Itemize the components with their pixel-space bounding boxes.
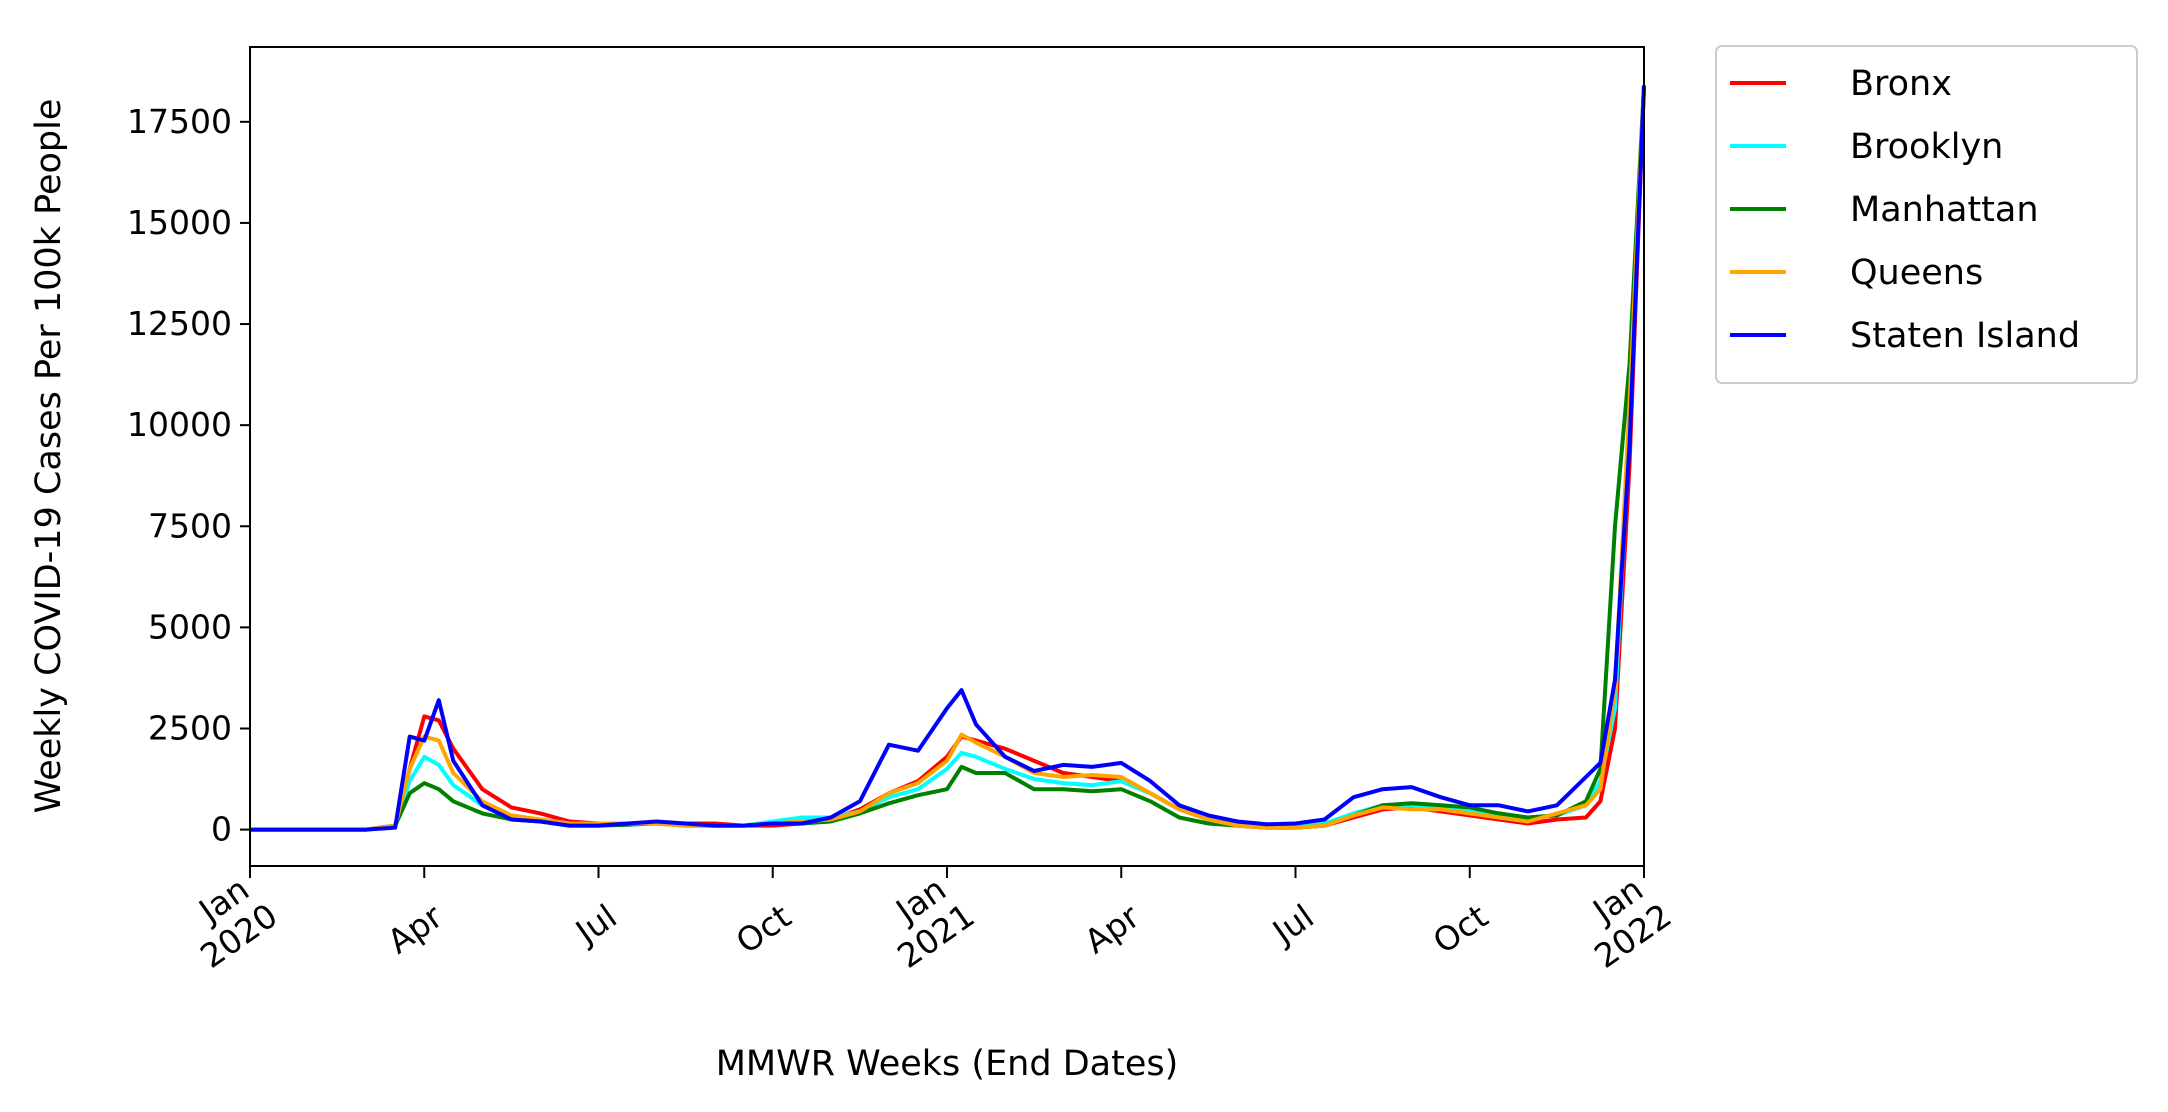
legend-box: [1715, 45, 2138, 384]
x-tick-label: Apr: [1077, 896, 1146, 961]
series-line: [250, 85, 1646, 832]
x-tick-label: Jan2020: [171, 865, 284, 976]
plot-frame: [249, 46, 1645, 867]
legend-label: Bronx: [1850, 64, 1952, 104]
x-tick-label: Jan2021: [868, 865, 981, 976]
y-tick-label: 15000: [127, 203, 232, 242]
x-tick-label: Apr: [380, 896, 449, 961]
x-tick-label: Oct: [1426, 897, 1495, 962]
legend-label: Queens: [1850, 253, 1983, 293]
y-tick-label: 17500: [127, 102, 232, 141]
y-tick-label: 2500: [148, 708, 232, 747]
legend-label: Manhattan: [1850, 190, 2039, 230]
x-tick-label: Oct: [729, 897, 798, 962]
y-tick-label: 12500: [127, 304, 232, 343]
series-line: [250, 85, 1646, 832]
x-tick-label: Jul: [1264, 897, 1321, 953]
legend-label: Brooklyn: [1850, 127, 2003, 167]
x-axis-label: MMWR Weeks (End Dates): [716, 1044, 1179, 1084]
series-line: [250, 85, 1646, 832]
y-tick-label: 0: [211, 810, 232, 849]
y-tick-label: 10000: [127, 405, 232, 444]
series-line: [250, 85, 1646, 832]
y-axis-label: Weekly COVID-19 Cases Per 100k People: [29, 99, 69, 814]
y-tick-label: 7500: [148, 506, 232, 545]
series-line: [250, 85, 1646, 832]
x-tick-label: Jan2022: [1565, 865, 1678, 976]
legend-label: Staten Island: [1850, 316, 2080, 356]
x-tick-label: Jul: [567, 897, 624, 953]
y-tick-label: 5000: [148, 607, 232, 646]
